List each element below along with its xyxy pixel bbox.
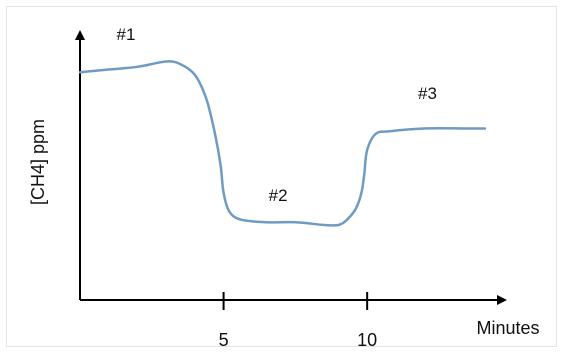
chart-panel bbox=[6, 6, 557, 347]
x-axis-label: Minutes bbox=[476, 318, 539, 338]
x-tick-label: 5 bbox=[219, 330, 229, 350]
series-line bbox=[78, 60, 487, 227]
annotation-label: #2 bbox=[269, 186, 288, 205]
y-axis-label: [CH4] ppm bbox=[28, 119, 48, 205]
x-ticks: 5 10 bbox=[219, 292, 377, 350]
annotation-label: #3 bbox=[418, 84, 437, 103]
annotation-label: #1 bbox=[116, 25, 135, 44]
annotations: #1 #2 #3 bbox=[116, 25, 436, 205]
x-tick-label: 10 bbox=[357, 330, 377, 350]
